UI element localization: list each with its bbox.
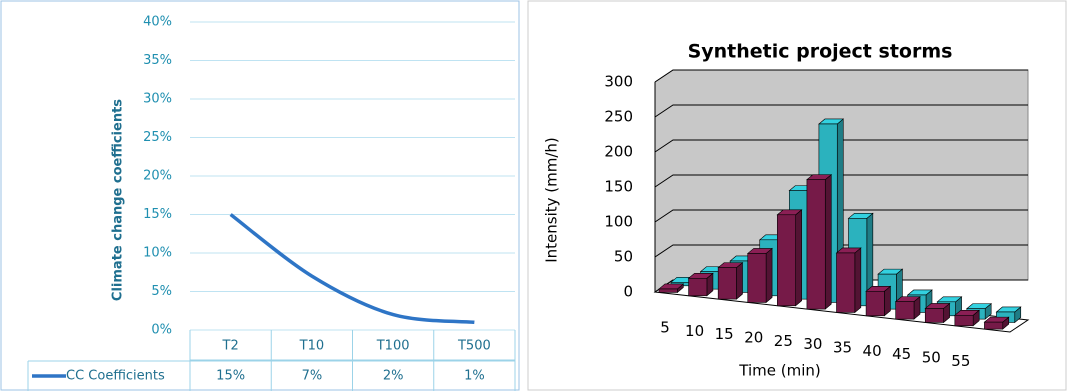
bar-side	[854, 247, 862, 314]
left-panel	[0, 0, 520, 391]
legend-label: CC Coefficients	[66, 369, 165, 384]
x-tick-label: 30	[803, 335, 822, 353]
x-tick-label: 50	[922, 349, 941, 367]
y-axis-title: Climate change coefficients	[111, 99, 126, 301]
grid-line	[654, 209, 1028, 223]
x-tick-label: 20	[744, 329, 763, 347]
y-tick-label: 250	[604, 108, 633, 126]
x-tick-label: 25	[774, 332, 793, 350]
bar-side	[736, 261, 743, 300]
line	[229, 213, 475, 325]
bar	[895, 301, 915, 320]
x-tick-label: T100	[376, 339, 410, 354]
bar	[865, 290, 885, 317]
y-tick-label: 30%	[143, 92, 172, 107]
value-label: 2%	[383, 369, 404, 384]
y-tick-label: 100	[604, 213, 633, 231]
bar	[717, 267, 737, 300]
x-tick-label: 55	[951, 352, 970, 370]
y-tick-label: 25%	[143, 130, 172, 145]
grid-line	[654, 69, 1028, 83]
y-tick-label: 35%	[143, 53, 172, 68]
x-tick-label: T2	[222, 339, 239, 354]
bar-chart: Synthetic project storms Intensity (mm/h…	[543, 41, 1030, 380]
y-tick-label: 5%	[151, 284, 172, 299]
x-tick-label: 10	[685, 322, 704, 340]
y-tick-label: 15%	[143, 207, 172, 222]
chart-title: Synthetic project storms	[688, 41, 953, 63]
y-tick-label: 0%	[151, 323, 172, 338]
y-tick-label: 150	[604, 178, 633, 196]
bar	[777, 214, 796, 307]
grid-line	[654, 104, 1028, 118]
line-chart: Climate change coefficients 0% 5% 10% 15% 20…	[27, 15, 516, 391]
x-tick-label: 15	[715, 325, 734, 343]
bar-side	[765, 247, 773, 304]
x-tick-label: 40	[863, 342, 882, 360]
bar	[806, 179, 826, 310]
y-tick-label: 20%	[143, 169, 172, 184]
bar-side	[795, 209, 802, 307]
bar	[836, 252, 856, 313]
y-tick-label: 50	[614, 248, 633, 266]
y-tick-label: 200	[604, 143, 633, 161]
y-tick-label: 300	[604, 73, 633, 91]
x-tick-label: 35	[833, 339, 852, 357]
y-tick-label: 0	[623, 283, 633, 301]
bar	[747, 253, 767, 303]
bar-side	[824, 173, 832, 310]
grid-line	[654, 244, 1028, 258]
grid-line	[654, 139, 1028, 153]
grid-line	[654, 174, 1028, 188]
bar	[954, 314, 974, 327]
x-tick-label: T10	[299, 339, 324, 354]
bar	[658, 288, 678, 293]
x-axis-title: Time (min)	[738, 362, 820, 380]
x-tick-label: 45	[892, 345, 911, 363]
value-label: 15%	[216, 369, 245, 384]
bar	[924, 308, 944, 323]
y-axis-title: Intensity (mm/h)	[543, 137, 561, 263]
y-tick-label: 10%	[143, 246, 172, 261]
x-tick-label: T500	[457, 339, 491, 354]
x-tick-label: 5	[660, 319, 670, 337]
value-label: 7%	[302, 369, 323, 384]
bar	[688, 277, 708, 297]
bar	[984, 321, 1004, 330]
value-label: 1%	[464, 369, 485, 384]
y-tick-label: 40%	[143, 15, 172, 30]
